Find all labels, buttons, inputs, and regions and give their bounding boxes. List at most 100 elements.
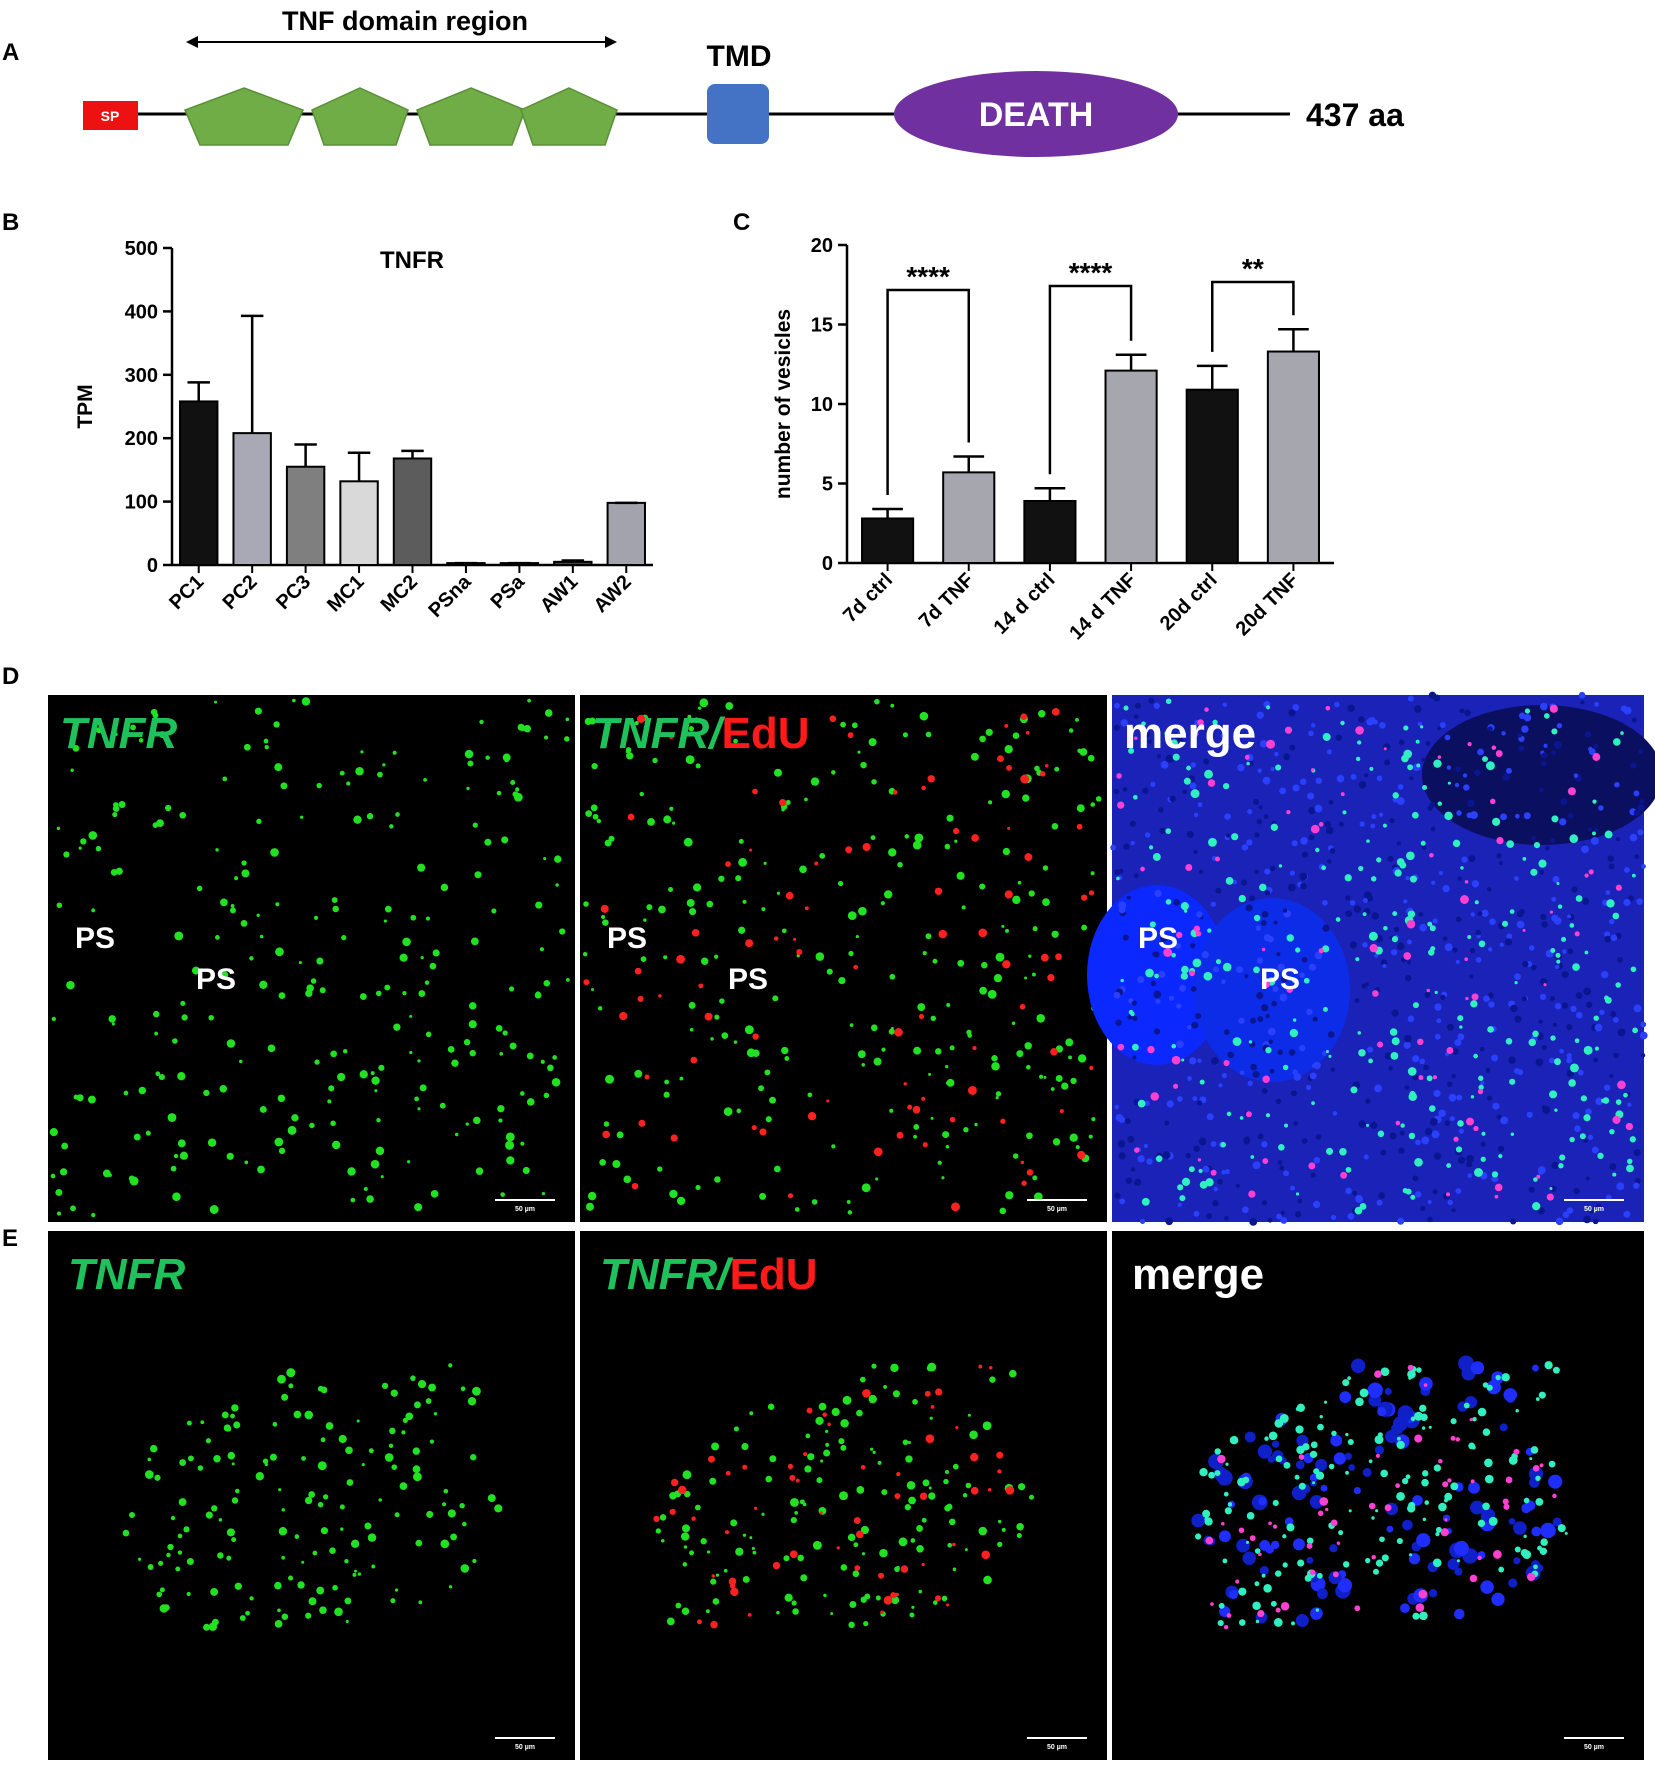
tnfr-signal [776, 1610, 780, 1615]
tnfr-signal [1372, 1568, 1379, 1575]
tnfr-signal [1583, 1114, 1591, 1122]
ps-label: PS [607, 922, 647, 955]
nucleus [1118, 868, 1124, 874]
tnfr-signal [954, 839, 958, 843]
edu-signal [1171, 1055, 1181, 1065]
panel-label: A [2, 39, 19, 66]
tnfr-signal [1154, 973, 1159, 979]
tnfr-signal [1031, 972, 1036, 977]
tnfr-signal [1480, 1156, 1486, 1162]
nucleus [1605, 890, 1611, 896]
tnfr-signal [676, 1196, 686, 1206]
edu-signal [1438, 1458, 1443, 1464]
tnfr-signal [858, 906, 867, 916]
nucleus [1371, 912, 1379, 920]
tnfr-signal [233, 1421, 241, 1429]
tnfr-signal [1555, 952, 1561, 958]
nucleus [1537, 1166, 1546, 1175]
edu-signal [1442, 1481, 1449, 1488]
tnfr-signal [925, 933, 932, 940]
tnfr-signal [102, 1169, 111, 1178]
tnfr-signal [494, 1504, 503, 1513]
nucleus [1189, 782, 1197, 790]
tnfr-signal [417, 863, 426, 872]
edu-signal [789, 1550, 798, 1559]
tnfr-signal [1391, 936, 1399, 943]
edu-signal [773, 936, 779, 941]
tnfr-signal [742, 1575, 750, 1583]
nucleus [1254, 869, 1260, 875]
tnfr-signal [680, 1532, 690, 1541]
nucleus [1575, 992, 1583, 999]
tnfr-signal [751, 1546, 755, 1551]
edu-signal [1310, 824, 1320, 834]
tnfr-signal [1254, 1548, 1261, 1554]
edu-signal [1147, 1045, 1155, 1054]
nucleus [1186, 1024, 1192, 1030]
tnfr-signal [987, 989, 997, 999]
nucleus [1235, 1183, 1240, 1188]
nucleus [1570, 1005, 1577, 1013]
tnfr-signal [272, 1421, 278, 1427]
tnfr-signal [683, 1545, 688, 1549]
tnfr-signal [179, 811, 187, 819]
nucleus [1242, 1551, 1256, 1565]
tnfr-signal [1370, 876, 1377, 882]
tnfr-signal [826, 968, 833, 975]
y-tick-label: 300 [125, 365, 158, 387]
nucleus [1640, 1021, 1647, 1028]
tnfr-signal [544, 709, 553, 717]
nucleus [1539, 993, 1547, 1001]
tnfr-signal [688, 1001, 696, 1009]
tnfr-signal [187, 1455, 194, 1462]
nucleus [1378, 1192, 1386, 1200]
tnfr-signal [178, 1498, 187, 1506]
tnfr-signal [226, 1555, 232, 1561]
tnfr-signal [1447, 781, 1451, 785]
tnfr-signal [114, 732, 118, 737]
nucleus [1125, 1177, 1133, 1184]
nucleus [1261, 911, 1269, 918]
tnfr-signal [1034, 765, 1040, 772]
tnfr-signal [313, 915, 319, 920]
tnfr-signal [196, 885, 203, 892]
tnfr-signal [1312, 1481, 1316, 1485]
tnfr-signal [1488, 1516, 1498, 1526]
tnfr-signal [1325, 1050, 1329, 1054]
nucleus [1604, 935, 1612, 943]
nucleus [1153, 1028, 1160, 1035]
tnfr-signal [1408, 1501, 1416, 1509]
edu-signal [1330, 1519, 1338, 1527]
tnfr-signal [179, 1459, 187, 1466]
nucleus [1630, 762, 1637, 769]
tnfr-signal [366, 1195, 374, 1203]
tnf-domain [184, 87, 304, 146]
tnfr-signal [706, 900, 714, 908]
tnfr-signal [861, 1183, 871, 1193]
tnfr-signal [390, 1389, 398, 1397]
nucleus [1261, 1141, 1268, 1148]
tnfr-signal [682, 1562, 688, 1567]
nucleus [1122, 934, 1129, 941]
nucleus [1370, 823, 1376, 829]
tnfr-signal [965, 1482, 972, 1489]
tnfr-signal [221, 1411, 229, 1419]
edu-signal [751, 1125, 757, 1131]
tnfr-signal [227, 1451, 236, 1460]
nucleus [1574, 1125, 1581, 1132]
length-label: 437 aa [1306, 97, 1404, 133]
nucleus [1322, 924, 1330, 932]
tnfr-signal [1482, 756, 1488, 762]
tnfr-signal [174, 931, 184, 941]
tnfr-signal [249, 1596, 254, 1601]
tnfr-signal [1556, 959, 1561, 964]
edu-signal [1197, 1158, 1202, 1162]
tnfr-signal [1207, 928, 1212, 933]
dark-region [1422, 705, 1655, 845]
edu-signal [725, 861, 731, 868]
tnfr-signal [460, 1564, 470, 1573]
edu-signal [796, 948, 803, 955]
tnfr-signal [1520, 1549, 1529, 1557]
tnfr-signal [872, 1450, 876, 1454]
